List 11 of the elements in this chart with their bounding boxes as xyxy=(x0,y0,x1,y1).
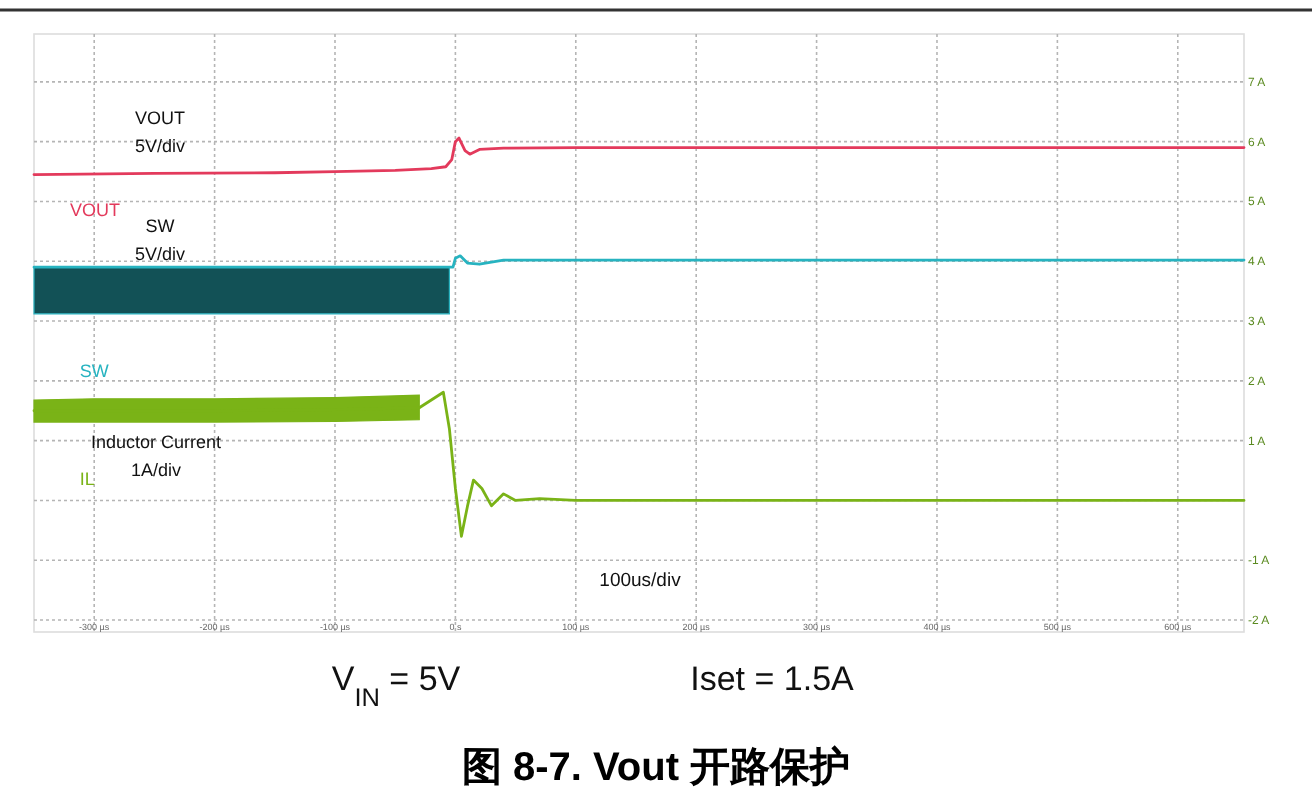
line-series xyxy=(32,390,1246,538)
series-label: VOUT xyxy=(70,200,122,221)
annotation: Inductor Current 1A/div xyxy=(90,432,223,480)
annotation: SW 5V/div xyxy=(134,216,187,264)
annotation: VOUT 5V/div xyxy=(134,108,187,156)
text: IL xyxy=(79,468,95,489)
annotation: 100us/div xyxy=(599,570,682,592)
text: V$_{IN}$ = 5V xyxy=(331,660,462,711)
text: SW xyxy=(79,360,110,381)
text: Iset = 1.5A xyxy=(690,660,856,698)
text: 图 8-7. Vout 开路保护 xyxy=(461,744,851,790)
